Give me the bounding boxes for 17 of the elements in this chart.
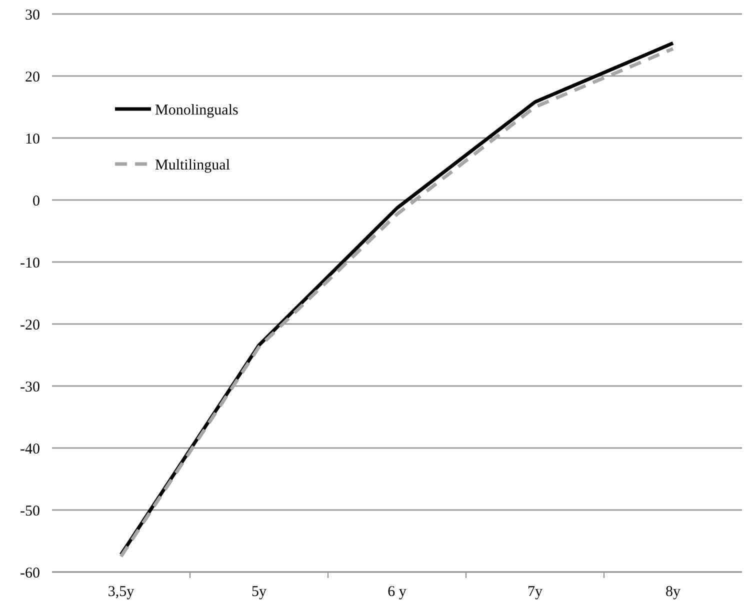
y-tick-label: -60 bbox=[20, 565, 40, 582]
y-tick-label: -40 bbox=[20, 441, 40, 458]
y-tick-label: 30 bbox=[25, 7, 40, 24]
legend-label: Monolinguals bbox=[155, 102, 238, 118]
x-tick-label: 6 y bbox=[388, 584, 407, 600]
legend-label: Multilingual bbox=[155, 157, 230, 174]
y-tick-label: -30 bbox=[20, 379, 40, 396]
y-tick-label: 20 bbox=[25, 69, 40, 86]
y-tick-label: 0 bbox=[32, 193, 40, 210]
x-tick-label: 7y bbox=[528, 584, 543, 600]
y-tick-label: -10 bbox=[20, 255, 40, 272]
x-tick-label: 5y bbox=[252, 584, 267, 600]
y-tick-label: -50 bbox=[20, 503, 40, 520]
x-tick-label: 8y bbox=[666, 584, 681, 600]
y-tick-label: -20 bbox=[20, 317, 40, 334]
y-tick-label: 10 bbox=[25, 131, 40, 148]
x-tick-label: 3,5y bbox=[108, 584, 135, 600]
